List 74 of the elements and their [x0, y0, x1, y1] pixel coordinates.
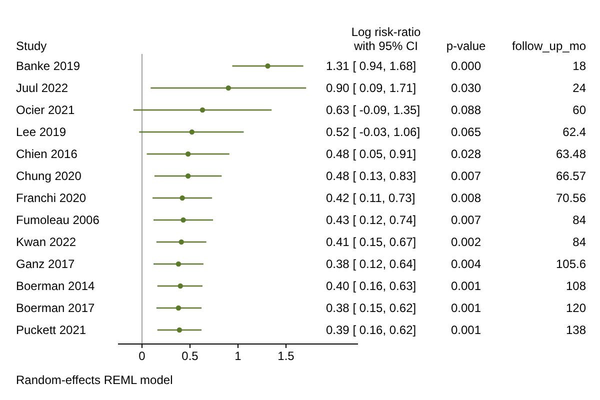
- text: 60: [572, 103, 586, 118]
- y-tick-label: Ocier 2021: [16, 103, 76, 118]
- y-tick-label: Juul 2022: [16, 81, 68, 96]
- text: 0.001: [450, 279, 482, 294]
- text: 63.48: [556, 147, 586, 162]
- point: [176, 261, 182, 267]
- text: 70.56: [556, 191, 586, 206]
- data-label: 0.48 [ 0.13, 0.83]: [326, 169, 416, 184]
- y-tick-label: Kwan 2022: [16, 235, 76, 250]
- point: [189, 129, 195, 135]
- text: follow_up_mo: [512, 39, 586, 53]
- y-tick-label: Banke 2019: [16, 59, 80, 74]
- x-tick-label: 1: [234, 349, 242, 363]
- text: 66.57: [556, 169, 586, 184]
- data-label: 0.40 [ 0.16, 0.63]: [326, 279, 416, 294]
- text: 0.030: [450, 81, 482, 96]
- text: 0.008: [450, 191, 482, 206]
- point: [180, 217, 186, 223]
- data-label: 0.48 [ 0.05, 0.91]: [326, 147, 416, 162]
- x-tick-label: 0.5: [182, 349, 199, 363]
- text: 0.007: [450, 213, 482, 228]
- point: [185, 151, 191, 157]
- data-label: 1.31 [ 0.94, 1.68]: [326, 59, 416, 74]
- data-label: 0.90 [ 0.09, 1.71]: [326, 81, 416, 96]
- text: 84: [572, 213, 586, 228]
- y-tick-label: Boerman 2014: [16, 279, 96, 294]
- data-label: 0.42 [ 0.11, 0.73]: [326, 191, 416, 206]
- data-label: 0.41 [ 0.15, 0.67]: [326, 235, 416, 250]
- y-tick-label: Chung 2020: [16, 169, 82, 184]
- y-tick-label: Franchi 2020: [16, 191, 86, 206]
- point: [265, 63, 270, 69]
- text: 0.004: [450, 257, 482, 272]
- text: 0.007: [450, 169, 482, 184]
- point: [226, 85, 231, 91]
- text: 0.065: [450, 125, 482, 140]
- text: p-value: [446, 39, 486, 53]
- text: 138: [566, 323, 586, 338]
- y-tick-label: Ganz 2017: [16, 257, 76, 272]
- text: 84: [572, 235, 586, 250]
- point: [185, 173, 191, 179]
- text: 108: [566, 279, 586, 294]
- text: 24: [572, 81, 586, 96]
- y-tick-label: Chien 2016: [16, 147, 78, 162]
- y-tick-label: Fumoleau 2006: [16, 213, 100, 228]
- data-label: 0.63 [ -0.09, 1.35]: [326, 103, 420, 118]
- y-tick-label: Boerman 2017: [16, 301, 96, 316]
- text: 0.001: [450, 301, 482, 316]
- text: Log risk-ratio with 95% CI: [351, 25, 422, 53]
- data-label: 0.52 [ -0.03, 1.06]: [326, 125, 420, 140]
- point: [176, 327, 182, 333]
- text: 105.6: [556, 257, 586, 272]
- text: 0.088: [450, 103, 482, 118]
- text: 0.028: [450, 147, 482, 162]
- text: 0.002: [450, 235, 482, 250]
- text: 18: [572, 59, 586, 74]
- x-tick-label: 1.5: [278, 349, 295, 363]
- text: Study: [16, 39, 47, 53]
- data-label: 0.38 [ 0.12, 0.64]: [326, 257, 416, 272]
- point: [200, 107, 206, 113]
- text: Random-effects REML model: [16, 373, 173, 387]
- data-label: 0.39 [ 0.16, 0.62]: [326, 323, 416, 338]
- text: 62.4: [562, 125, 586, 140]
- data-label: 0.43 [ 0.12, 0.74]: [326, 213, 416, 228]
- point: [178, 283, 183, 289]
- data-label: 0.38 [ 0.15, 0.62]: [326, 301, 416, 316]
- y-tick-label: Puckett 2021: [16, 323, 86, 338]
- text: 0.001: [450, 323, 482, 338]
- x-tick-label: 0: [138, 349, 146, 363]
- y-tick-label: Lee 2019: [16, 125, 66, 140]
- text: 120: [566, 301, 586, 316]
- point: [180, 195, 185, 201]
- text: 0.000: [450, 59, 482, 74]
- point: [176, 305, 182, 311]
- point: [178, 239, 184, 245]
